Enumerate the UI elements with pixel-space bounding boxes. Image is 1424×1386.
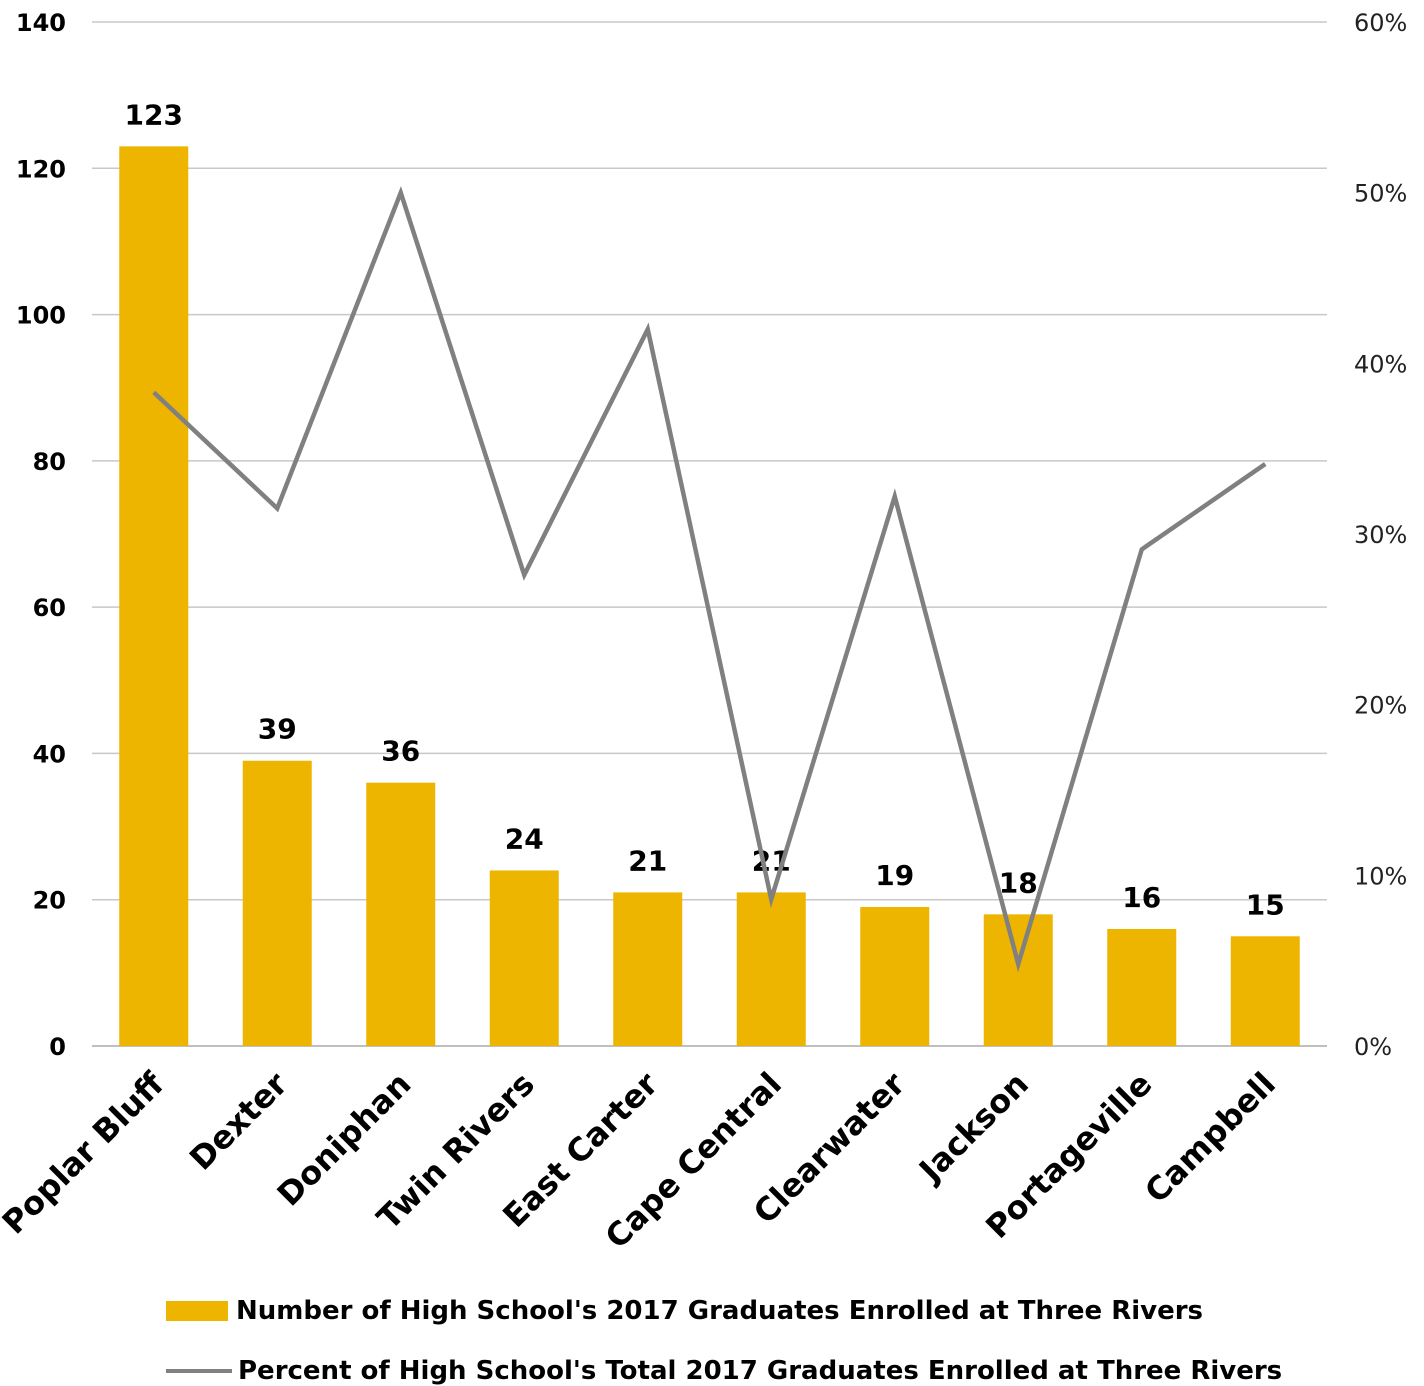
right-tick-label: 10% [1354, 862, 1407, 890]
bar-data-label: 123 [125, 98, 183, 131]
legend-swatch-line [166, 1369, 232, 1373]
right-axis-ticks: 0% 10% 20% 30% 40% 50% 60% [1354, 9, 1407, 1061]
left-axis-ticks: 0 20 40 60 80 100 120 140 [16, 9, 66, 1061]
bar-data-label: 15 [1246, 888, 1285, 921]
right-tick-label: 60% [1354, 9, 1407, 37]
bar [737, 892, 806, 1046]
bar-data-label: 16 [1122, 881, 1161, 914]
left-tick-label: 120 [16, 155, 66, 183]
left-tick-label: 80 [33, 448, 66, 476]
bar-data-label: 39 [258, 713, 297, 746]
category-label: Poplar Bluff [0, 1064, 172, 1241]
right-tick-label: 50% [1354, 180, 1407, 208]
bar [366, 783, 435, 1046]
bar [1107, 929, 1176, 1046]
bar-data-label: 24 [505, 822, 544, 855]
bar-data-label: 21 [628, 844, 667, 877]
category-label: Jackson [910, 1065, 1036, 1191]
bar [613, 892, 682, 1046]
legend-label-line: Percent of High School's Total 2017 Grad… [238, 1356, 1282, 1386]
legend-item-bar: Number of High School's 2017 Graduates E… [166, 1296, 1203, 1326]
category-label: Dexter [182, 1065, 295, 1178]
bar [243, 761, 312, 1046]
right-tick-label: 40% [1354, 350, 1407, 378]
bar-data-label: 19 [875, 859, 914, 892]
legend-swatch-bar [166, 1301, 228, 1321]
left-tick-label: 40 [33, 740, 66, 768]
right-tick-label: 0% [1354, 1033, 1392, 1061]
legend-label-bar: Number of High School's 2017 Graduates E… [236, 1296, 1203, 1326]
bar [119, 146, 188, 1046]
right-tick-label: 20% [1354, 692, 1407, 720]
line-series [154, 193, 1266, 965]
bar-data-label: 18 [999, 866, 1038, 899]
bar [860, 907, 929, 1046]
bar [1231, 936, 1300, 1046]
category-label: Campbell [1137, 1065, 1283, 1211]
bar [490, 870, 559, 1046]
line-path [154, 193, 1266, 964]
left-tick-label: 20 [33, 887, 66, 915]
bar-data-label: 36 [381, 735, 420, 768]
left-tick-label: 0 [49, 1033, 66, 1061]
bar [984, 914, 1053, 1046]
left-tick-label: 140 [16, 9, 66, 37]
right-tick-label: 30% [1354, 521, 1407, 549]
left-tick-label: 60 [33, 594, 66, 622]
legend-item-line: Percent of High School's Total 2017 Grad… [166, 1356, 1282, 1386]
left-tick-label: 100 [16, 302, 66, 330]
